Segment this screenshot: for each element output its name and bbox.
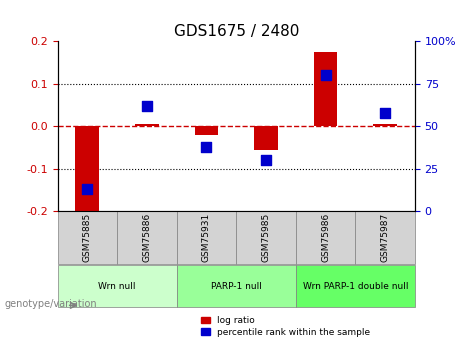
FancyBboxPatch shape <box>236 211 296 264</box>
Text: Wrn null: Wrn null <box>98 282 136 290</box>
Text: GSM75985: GSM75985 <box>261 213 271 262</box>
Bar <box>254 126 278 150</box>
FancyBboxPatch shape <box>58 211 117 264</box>
Point <box>262 158 270 163</box>
Text: genotype/variation: genotype/variation <box>5 299 97 308</box>
Bar <box>195 126 219 135</box>
Text: PARP-1 null: PARP-1 null <box>211 282 262 290</box>
Point <box>143 103 151 109</box>
Text: GSM75986: GSM75986 <box>321 213 330 262</box>
Bar <box>313 52 337 126</box>
Title: GDS1675 / 2480: GDS1675 / 2480 <box>174 24 299 39</box>
Point <box>381 110 389 116</box>
FancyBboxPatch shape <box>296 265 415 307</box>
Point <box>322 73 329 78</box>
Bar <box>373 124 397 126</box>
Text: GSM75886: GSM75886 <box>142 213 152 262</box>
Bar <box>76 126 99 216</box>
Point <box>84 187 91 192</box>
Text: Wrn PARP-1 double null: Wrn PARP-1 double null <box>302 282 408 290</box>
FancyBboxPatch shape <box>296 211 355 264</box>
FancyBboxPatch shape <box>177 265 296 307</box>
Point <box>203 144 210 150</box>
FancyBboxPatch shape <box>58 265 177 307</box>
FancyBboxPatch shape <box>117 211 177 264</box>
Bar <box>135 124 159 126</box>
FancyBboxPatch shape <box>355 211 415 264</box>
Legend: log ratio, percentile rank within the sample: log ratio, percentile rank within the sa… <box>197 313 374 341</box>
Text: GSM75987: GSM75987 <box>381 213 390 262</box>
FancyBboxPatch shape <box>177 211 236 264</box>
Text: GSM75931: GSM75931 <box>202 213 211 262</box>
Text: GSM75885: GSM75885 <box>83 213 92 262</box>
